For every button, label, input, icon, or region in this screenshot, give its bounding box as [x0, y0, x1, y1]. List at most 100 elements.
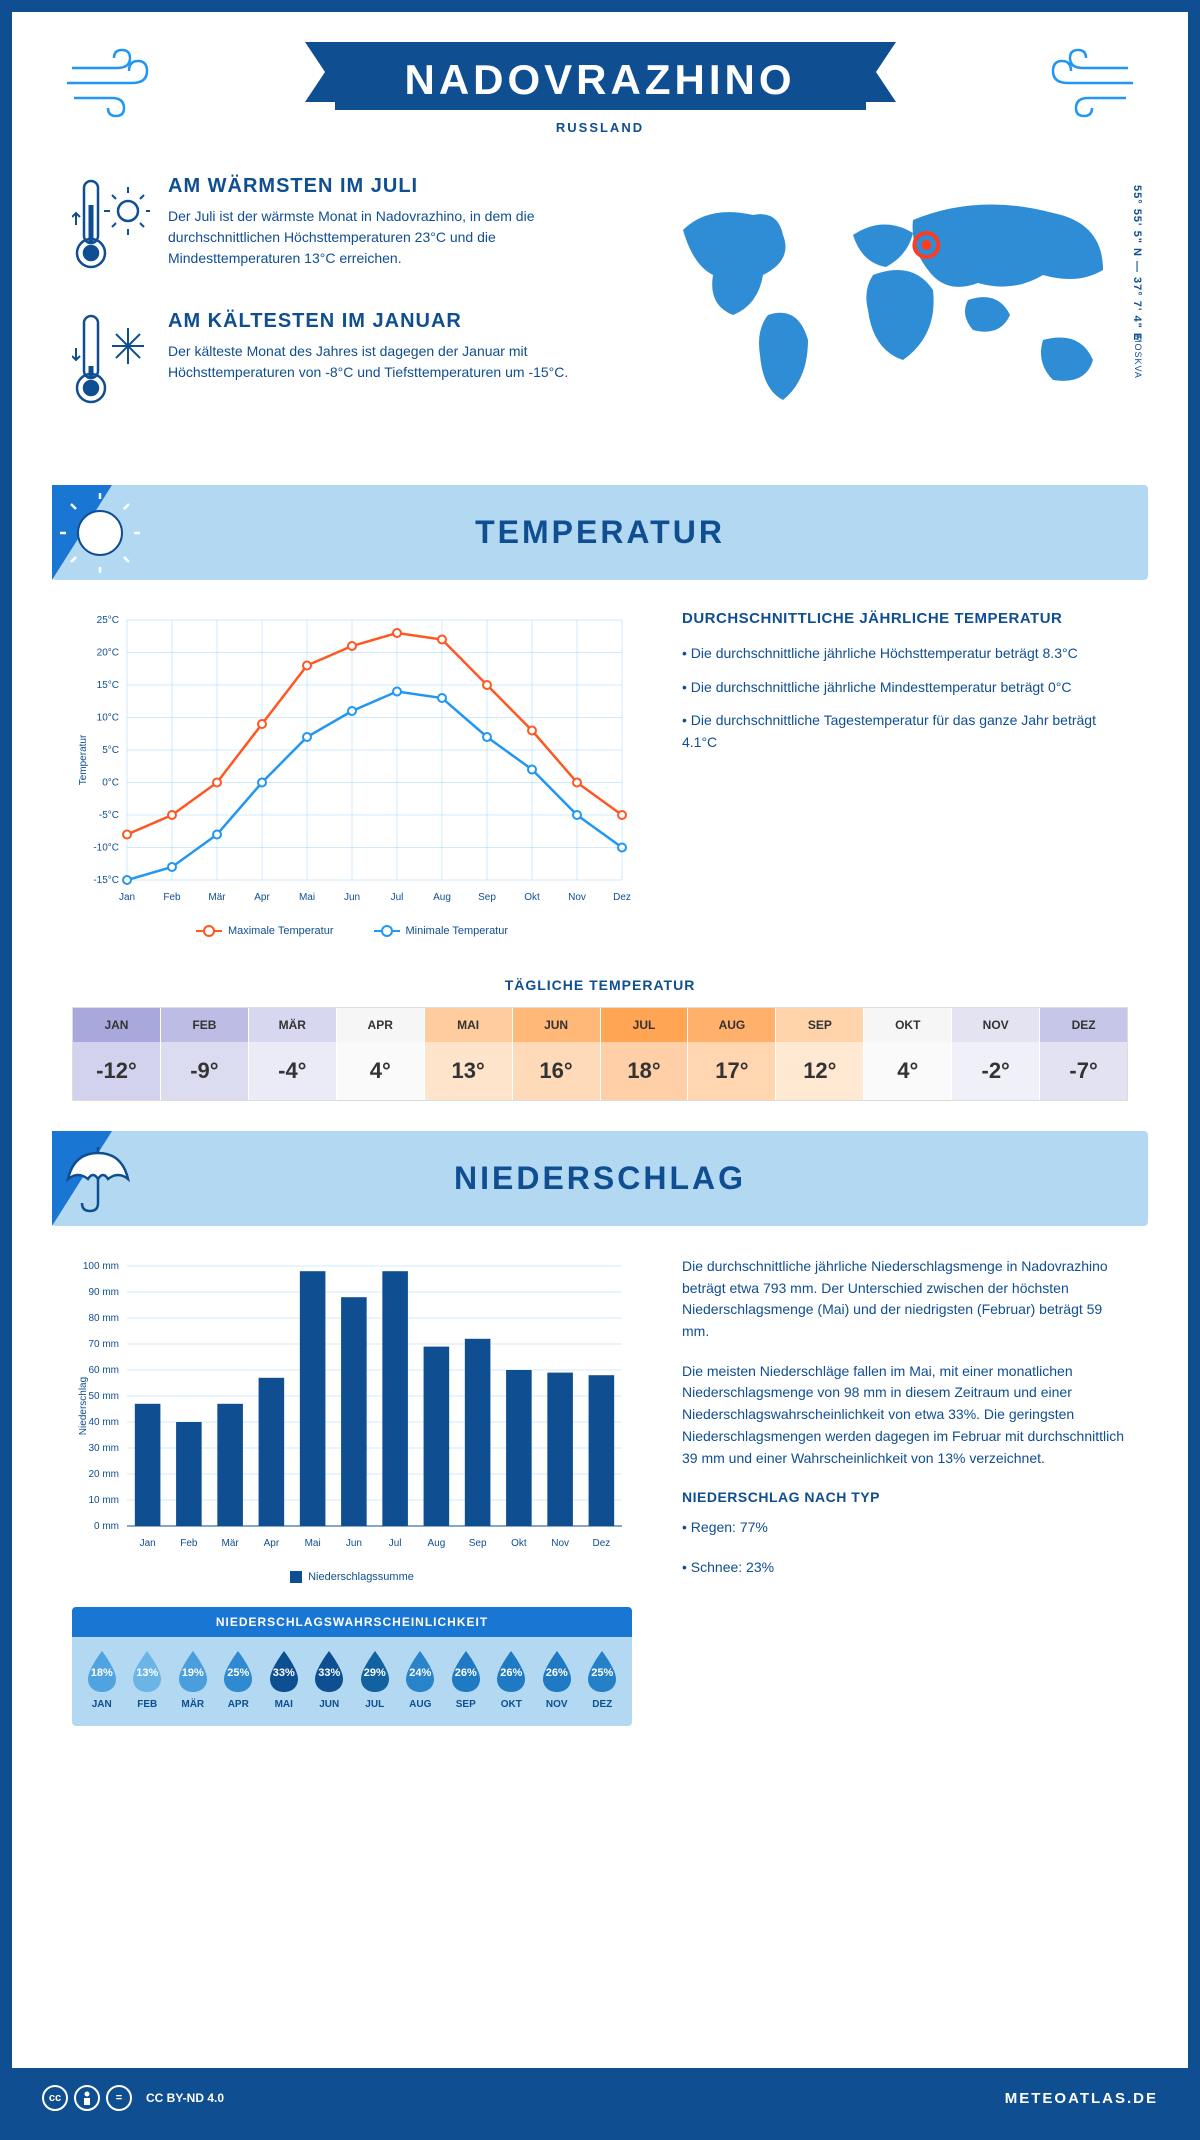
prob-cell: 29%JUL [353, 1649, 397, 1710]
map-box: 55° 55' 5" N — 37° 7' 4" E MOSKVA [648, 175, 1128, 445]
temp-info-b2: • Die durchschnittliche jährliche Mindes… [682, 677, 1128, 699]
svg-text:10°C: 10°C [97, 713, 119, 724]
svg-text:0 mm: 0 mm [94, 1521, 119, 1532]
svg-text:10 mm: 10 mm [88, 1495, 119, 1506]
cc-icon: cc [42, 2085, 68, 2111]
svg-text:Feb: Feb [180, 1538, 198, 1549]
prob-row: 18%JAN13%FEB19%MÄR25%APR33%MAI33%JUN29%J… [72, 1637, 632, 1710]
umbrella-icon [60, 1139, 136, 1220]
svg-text:20 mm: 20 mm [88, 1469, 119, 1480]
intro-section: AM WÄRMSTEN IM JULI Der Juli ist der wär… [12, 135, 1188, 465]
header: NADOVRAZHINO RUSSLAND [12, 12, 1188, 135]
precip-left: 0 mm 10 mm 20 mm 30 mm 40 mm 50 mm 60 mm 70 mm 8… [72, 1256, 632, 1726]
temperature-line-chart: -15°C-10°C-5°C0°C5°C10°C15°C20°C25°CJanF… [72, 610, 632, 910]
svg-text:Dez: Dez [613, 892, 631, 903]
prob-cell: 13%FEB [126, 1649, 170, 1710]
daily-cell: APR4° [337, 1008, 425, 1100]
prob-cell: 24%AUG [399, 1649, 443, 1710]
temp-title: TEMPERATUR [475, 514, 725, 551]
daily-cell: JUN16° [513, 1008, 601, 1100]
precip-probability-bar: NIEDERSCHLAGSWAHRSCHEINLICHKEIT 18%JAN13… [72, 1607, 632, 1726]
svg-text:70 mm: 70 mm [88, 1339, 119, 1350]
precip-bar-chart: 0 mm 10 mm 20 mm 30 mm 40 mm 50 mm 60 mm 70 mm 8… [72, 1256, 632, 1556]
precip-legend: Niederschlagssumme [72, 1571, 632, 1583]
warm-text: AM WÄRMSTEN IM JULI Der Juli ist der wär… [168, 175, 608, 280]
svg-text:5°C: 5°C [102, 745, 119, 756]
svg-text:0°C: 0°C [102, 778, 119, 789]
prob-cell: 26%NOV [535, 1649, 579, 1710]
temp-legend: Maximale Temperatur Minimale Temperatur [72, 925, 632, 937]
precip-p1: Die durchschnittliche jährliche Niedersc… [682, 1256, 1128, 1343]
thermometer-cold-icon [72, 310, 150, 415]
svg-text:Okt: Okt [524, 892, 540, 903]
daily-cell: NOV-2° [952, 1008, 1040, 1100]
svg-text:-10°C: -10°C [93, 843, 119, 854]
svg-text:Jul: Jul [391, 892, 404, 903]
site-name: METEOATLAS.DE [1005, 2090, 1158, 2107]
svg-text:Sep: Sep [478, 892, 496, 903]
svg-text:Temperatur: Temperatur [78, 734, 89, 785]
by-icon [74, 2085, 100, 2111]
daily-cell: AUG17° [688, 1008, 776, 1100]
legend-precip: Niederschlagssumme [290, 1571, 414, 1583]
svg-text:Niederschlag: Niederschlag [78, 1377, 89, 1435]
prob-cell: 25%APR [217, 1649, 261, 1710]
svg-text:Mai: Mai [299, 892, 315, 903]
svg-text:100 mm: 100 mm [83, 1261, 119, 1272]
temp-info-b3: • Die durchschnittliche Tagestemperatur … [682, 710, 1128, 753]
svg-text:Aug: Aug [433, 892, 451, 903]
svg-text:Jun: Jun [346, 1538, 362, 1549]
precip-p2: Die meisten Niederschläge fallen im Mai,… [682, 1361, 1128, 1469]
svg-text:Jul: Jul [389, 1538, 402, 1549]
svg-text:Nov: Nov [568, 892, 586, 903]
svg-text:80 mm: 80 mm [88, 1313, 119, 1324]
legend-max: Maximale Temperatur [196, 925, 334, 937]
country-name: RUSSLAND [12, 120, 1188, 135]
svg-text:60 mm: 60 mm [88, 1365, 119, 1376]
svg-text:Mär: Mär [222, 1538, 240, 1549]
cold-title: AM KÄLTESTEN IM JANUAR [168, 310, 608, 333]
precip-section-header: NIEDERSCHLAG [52, 1131, 1148, 1226]
license-text: CC BY-ND 4.0 [146, 2091, 224, 2105]
warm-title: AM WÄRMSTEN IM JULI [168, 175, 608, 198]
precip-text: Die durchschnittliche jährliche Niedersc… [682, 1256, 1128, 1726]
daily-cell: MÄR-4° [249, 1008, 337, 1100]
cold-desc: Der kälteste Monat des Jahres ist dagege… [168, 341, 608, 383]
daily-cell: DEZ-7° [1040, 1008, 1127, 1100]
footer: cc = CC BY-ND 4.0 METEOATLAS.DE [12, 2068, 1188, 2128]
infographic-page: NADOVRAZHINO RUSSLAND AM WÄRMSTEN IM JUL… [0, 0, 1200, 2140]
thermometer-hot-icon [72, 175, 150, 280]
sun-icon [60, 493, 140, 578]
daily-cell: MAI13° [425, 1008, 513, 1100]
city-name: NADOVRAZHINO [405, 56, 796, 104]
coords-text: 55° 55' 5" N — 37° 7' 4" E [1131, 185, 1143, 341]
svg-text:40 mm: 40 mm [88, 1417, 119, 1428]
wind-icon-left [62, 48, 162, 123]
svg-text:25°C: 25°C [97, 615, 119, 626]
svg-text:50 mm: 50 mm [88, 1391, 119, 1402]
precip-type-title: NIEDERSCHLAG NACH TYP [682, 1487, 1128, 1509]
daily-cell: SEP12° [776, 1008, 864, 1100]
prob-cell: 33%JUN [308, 1649, 352, 1710]
title-ribbon: NADOVRAZHINO [335, 42, 866, 110]
svg-text:15°C: 15°C [97, 680, 119, 691]
temp-chart-box: -15°C-10°C-5°C0°C5°C10°C15°C20°C25°CJanF… [72, 610, 632, 937]
svg-text:-15°C: -15°C [93, 875, 119, 886]
svg-text:Apr: Apr [254, 892, 270, 903]
warm-desc: Der Juli ist der wärmste Monat in Nadovr… [168, 206, 608, 269]
svg-text:Mär: Mär [208, 892, 226, 903]
svg-text:Nov: Nov [551, 1538, 569, 1549]
svg-text:Okt: Okt [511, 1538, 527, 1549]
svg-text:Feb: Feb [163, 892, 181, 903]
prob-cell: 25%DEZ [581, 1649, 625, 1710]
temp-section-header: TEMPERATUR [52, 485, 1148, 580]
svg-text:Sep: Sep [469, 1538, 487, 1549]
temp-info-b1: • Die durchschnittliche jährliche Höchst… [682, 643, 1128, 665]
prob-cell: 26%OKT [490, 1649, 534, 1710]
svg-text:30 mm: 30 mm [88, 1443, 119, 1454]
svg-text:-5°C: -5°C [99, 810, 119, 821]
wind-icon-right [1038, 48, 1138, 123]
prob-title: NIEDERSCHLAGSWAHRSCHEINLICHKEIT [72, 1607, 632, 1637]
nd-icon: = [106, 2085, 132, 2111]
daily-cell: OKT4° [864, 1008, 952, 1100]
